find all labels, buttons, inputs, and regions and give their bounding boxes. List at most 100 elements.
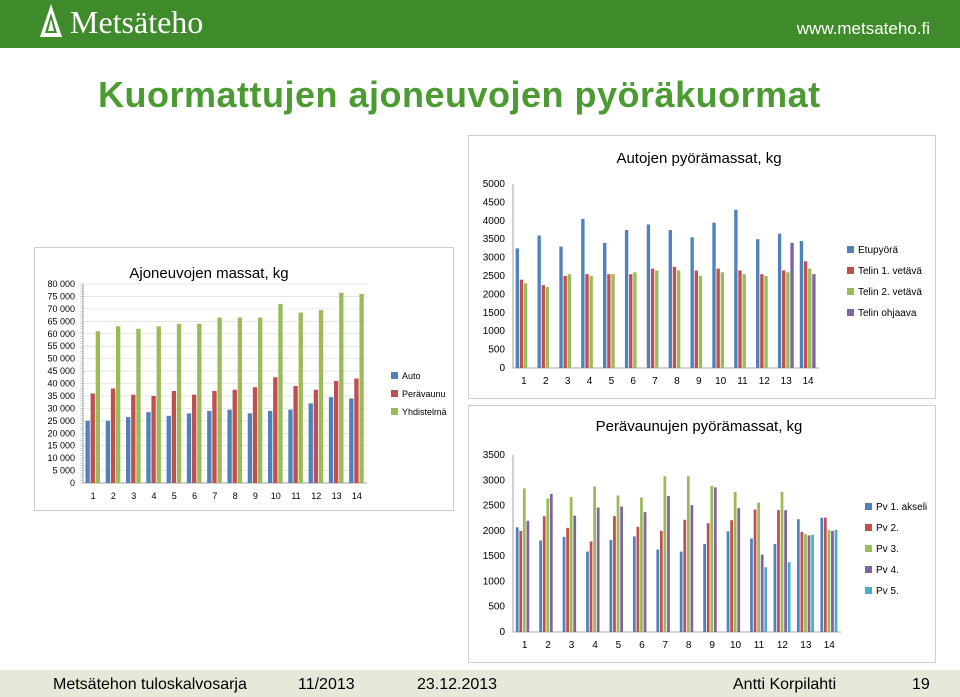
x-tick-label: 2 [111, 491, 116, 501]
bar-etupyörä [712, 222, 716, 368]
bar-auto [186, 413, 192, 483]
y-tick-label: 0 [70, 478, 75, 488]
bar-auto [247, 413, 253, 483]
x-tick-label: 13 [781, 376, 793, 387]
bar-yhdistelmä [115, 326, 121, 483]
y-tick-label: 2000 [483, 526, 506, 537]
legend-swatch [865, 545, 872, 552]
legend-swatch [391, 372, 398, 379]
x-tick-label: 14 [803, 376, 815, 387]
footer-page-number: 19 [912, 676, 930, 693]
bar-auto [166, 415, 171, 483]
x-tick-label: 1 [521, 376, 527, 387]
bar-pv-1-akseli [656, 549, 660, 632]
x-tick-label: 14 [352, 491, 362, 501]
bar-yhdistelmä [318, 310, 324, 483]
bar-pv-2 [613, 516, 616, 632]
bar-telin-2-vetävä [633, 272, 637, 368]
bar-pv-2 [683, 519, 687, 632]
y-tick-label: 5 000 [52, 466, 75, 476]
y-tick-label: 70 000 [47, 304, 75, 314]
bar-pv-4 [596, 507, 600, 632]
legend-swatch [865, 587, 872, 594]
bar-telin-2-vetävä [589, 276, 593, 368]
bar-telin-ohjaava [790, 242, 794, 368]
bar-etupyörä [668, 230, 672, 368]
x-tick-label: 3 [131, 491, 136, 501]
bar-pv-1-akseli [726, 531, 730, 632]
x-tick-label: 9 [709, 640, 715, 651]
footer-date: 23.12.2013 [417, 676, 498, 693]
y-tick-label: 1000 [483, 326, 506, 337]
x-tick-label: 5 [616, 640, 622, 651]
footer-issue: 11/2013 [298, 676, 355, 693]
bar-pv-2 [823, 517, 827, 632]
bar-pv-2 [519, 530, 523, 632]
x-tick-label: 3 [565, 376, 571, 387]
x-tick-label: 10 [271, 491, 281, 501]
bar-pv-1-akseli [562, 536, 566, 632]
x-tick-label: 7 [652, 376, 658, 387]
y-tick-label: 4000 [483, 216, 506, 227]
bar-perävaunu [232, 389, 237, 483]
bar-pv-4 [690, 505, 694, 632]
truck-wheel-mass-chart-svg: Autojen pyörämassat, kg 0 500 1000 1500 2000 2… [483, 150, 923, 387]
y-tick-label: 50 000 [47, 354, 75, 364]
legend-label: Yhdistelmä [402, 407, 447, 417]
tree-logo-icon [40, 4, 62, 37]
x-tick-label: 11 [754, 640, 765, 651]
x-tick-label: 6 [192, 491, 197, 501]
x-tick-label: 13 [332, 491, 342, 501]
bar-pv-1-akseli [586, 551, 589, 632]
bar-yhdistelmä [217, 317, 222, 483]
bar-yhdistelmä [359, 293, 364, 483]
y-tick-label: 10 000 [47, 453, 75, 463]
bar-pv-1-akseli [679, 551, 683, 632]
bar-pv-1-akseli [703, 544, 707, 632]
legend-label: Perävaunu [402, 389, 446, 399]
footer-author: Antti Korpilahti [733, 676, 837, 693]
legend-swatch [865, 503, 872, 510]
bar-telin-1-vetävä [519, 279, 524, 368]
bar-pv-3 [827, 529, 831, 632]
x-tick-label: 5 [172, 491, 177, 501]
bar-etupyörä [515, 248, 519, 368]
bar-auto [227, 409, 232, 483]
site-url-link[interactable]: www.metsateho.fi [796, 19, 930, 38]
y-tick-label: 4500 [483, 197, 506, 208]
bar-yhdistelmä [298, 312, 303, 483]
bar-yhdistelmä [156, 326, 161, 483]
bar-telin-2-vetävä [698, 276, 703, 368]
bar-auto [105, 420, 111, 483]
bar-telin-1-vetävä [694, 270, 698, 368]
x-tick-label: 8 [674, 376, 680, 387]
x-tick-label: 1 [91, 491, 96, 501]
bar-auto [288, 409, 293, 483]
bar-pv-3 [757, 502, 760, 632]
trailer-wheel-mass-chart-svg: Perävaunujen pyörämassat, kg 0 500 1000 1500… [483, 418, 927, 651]
bar-telin-2-vetävä [567, 274, 571, 368]
y-tick-label: 60 000 [47, 329, 75, 339]
bar-pv-2 [566, 527, 569, 632]
bar-perävaunu [151, 395, 156, 483]
x-tick-label: 7 [663, 640, 669, 651]
bar-pv-1-akseli [820, 517, 824, 632]
bar-yhdistelmä [278, 303, 283, 483]
y-tick-label: 35 000 [47, 391, 75, 401]
bar-pv-2 [589, 541, 593, 632]
x-tick-label: 4 [587, 376, 593, 387]
bar-yhdistelmä [136, 328, 141, 483]
vehicle-mass-chart-svg: Ajoneuvojen massat, kg 0 5 000 10 000 15 000… [47, 265, 447, 501]
bar-telin-2-vetävä [808, 268, 812, 368]
x-tick-label: 14 [824, 640, 836, 651]
bar-pv-3 [569, 496, 573, 632]
bar-pv-2 [706, 523, 710, 632]
bar-pv-3 [546, 498, 550, 632]
legend-label: Pv 5. [876, 586, 899, 597]
bar-telin-1-vetävä [650, 268, 655, 368]
bar-pv-4 [784, 510, 787, 632]
bar-pv-3 [640, 497, 643, 632]
y-tick-label: 40 000 [47, 379, 75, 389]
bar-pv-4 [667, 495, 670, 632]
bar-telin-2-vetävä [523, 283, 528, 368]
